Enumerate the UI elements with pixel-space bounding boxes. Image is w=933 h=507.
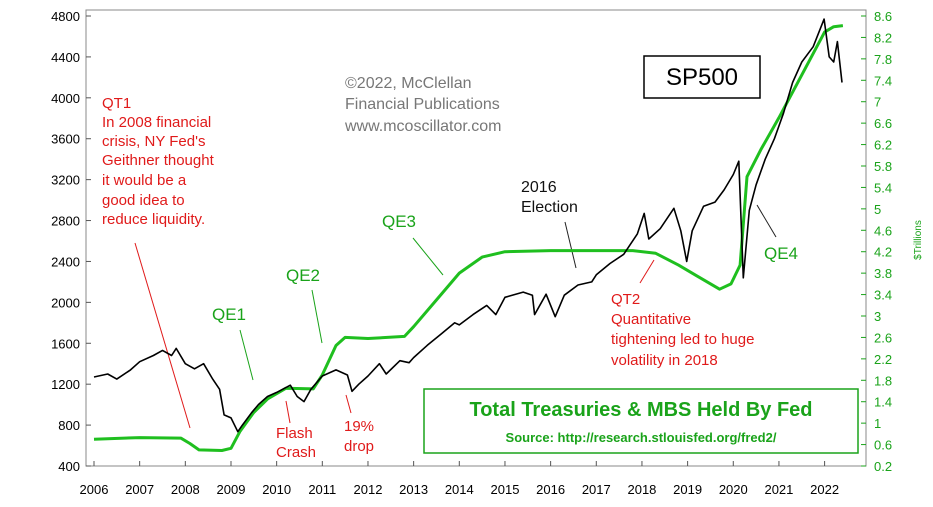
left-tick-label: 4800: [51, 9, 80, 24]
x-tick-label: 2016: [536, 482, 565, 497]
left-tick-label: 2400: [51, 254, 80, 269]
right-tick-label: 3.4: [874, 288, 892, 303]
legend-source: Source: http://research.stlouisfed.org/f…: [506, 430, 777, 445]
election-line-1: 2016: [521, 179, 557, 196]
election-line-2: Election: [521, 199, 578, 216]
annotation-qe1: QE1: [212, 305, 246, 324]
right-tick-label: 5: [874, 202, 881, 217]
qt2-line-3: tightening led to huge: [611, 331, 754, 348]
right-tick-label: 7.4: [874, 73, 892, 88]
right-tick-label: 6.2: [874, 138, 892, 153]
drop-line-1: 19%: [344, 418, 374, 435]
x-tick-label: 2014: [445, 482, 474, 497]
right-tick-label: 0.2: [874, 459, 892, 474]
x-tick-label: 2011: [308, 482, 336, 497]
x-tick-label: 2019: [673, 482, 702, 497]
left-tick-label: 3200: [51, 173, 80, 188]
right-axis: 0.2 0.6 1 1.4 1.8 2.2 2.6 3 3.4 3.8 4.2 4.6 5 5.4 5.8 6…: [861, 9, 892, 474]
x-tick-label: 2022: [810, 482, 839, 497]
qt1-line-3: crisis, NY Fed's: [102, 133, 205, 150]
left-tick-label: 800: [58, 418, 80, 433]
drop-line-2: drop: [344, 438, 374, 455]
left-tick-label: 400: [58, 459, 80, 474]
x-tick-label: 2009: [217, 482, 246, 497]
left-tick-label: 4000: [51, 91, 80, 106]
right-tick-label: 5.8: [874, 159, 892, 174]
left-tick-label: 4400: [51, 50, 80, 65]
right-tick-label: 0.6: [874, 438, 892, 453]
qt1-line-5: it would be a: [102, 172, 187, 189]
annotation-qt1: QT1 In 2008 financial crisis, NY Fed's G…: [102, 95, 215, 429]
right-tick-label: 2.6: [874, 330, 892, 345]
copyright-line-3: www.mcoscillator.com: [344, 118, 501, 135]
left-axis: 400 800 1200 1600 2000 2400 2800 3200 3600 4000 44…: [51, 9, 91, 474]
qt1-line-7: reduce liquidity.: [102, 211, 205, 228]
x-tick-label: 2018: [627, 482, 656, 497]
annotation-qe2: QE2: [286, 266, 320, 285]
x-tick-label: 2013: [399, 482, 428, 497]
legend-title: Total Treasuries & MBS Held By Fed: [469, 399, 812, 421]
right-tick-label: 7: [874, 95, 881, 110]
right-tick-label: 5.4: [874, 180, 892, 195]
right-tick-label: 3: [874, 309, 881, 324]
copyright-line-2: Financial Publications: [345, 96, 500, 113]
annotation-qt2: QT2 Quantitative tightening led to huge …: [611, 259, 754, 369]
left-tick-label: 1600: [51, 336, 80, 351]
right-tick-label: 4.6: [874, 223, 892, 238]
x-tick-label: 2010: [262, 482, 291, 497]
x-tick-label: 2007: [125, 482, 154, 497]
qt2-line-2: Quantitative: [611, 311, 691, 328]
x-tick-label: 2017: [582, 482, 611, 497]
series-line-sp500: [93, 18, 843, 433]
right-axis-label: $Trillions: [913, 220, 924, 260]
copyright: ©2022, McClellan Financial Publications …: [344, 75, 501, 135]
flash-crash-line-1: Flash: [276, 425, 313, 442]
annotation-qe3: QE3: [382, 212, 416, 231]
right-tick-label: 6.6: [874, 116, 892, 131]
right-tick-label: 2.2: [874, 352, 892, 367]
left-tick-label: 2800: [51, 214, 80, 229]
qt1-line-4: Geithner thought: [102, 152, 215, 169]
x-axis: 2006 2007 2008 2009 2010 2011 2012 2013 2014 2015…: [80, 461, 839, 497]
x-tick-label: 2021: [764, 482, 793, 497]
qt2-line-1: QT2: [611, 291, 640, 308]
qt1-line-6: good idea to: [102, 192, 185, 209]
right-tick-label: 1: [874, 416, 881, 431]
annotation-qe4: QE4: [764, 244, 798, 263]
x-tick-label: 2008: [171, 482, 200, 497]
left-tick-label: 1200: [51, 377, 80, 392]
sp500-label: SP500: [666, 64, 738, 91]
left-tick-label: 3600: [51, 132, 80, 147]
right-tick-label: 3.8: [874, 266, 892, 281]
qt2-line-4: volatility in 2018: [611, 352, 718, 369]
right-tick-label: 1.8: [874, 373, 892, 388]
qt1-line-1: QT1: [102, 95, 131, 112]
sp500-label-box: [643, 55, 761, 99]
right-tick-label: 4.2: [874, 245, 892, 260]
qt1-line-2: In 2008 financial: [102, 114, 211, 131]
left-tick-label: 2000: [51, 295, 80, 310]
x-tick-label: 2012: [354, 482, 383, 497]
right-tick-label: 7.8: [874, 52, 892, 67]
right-tick-label: 1.4: [874, 395, 892, 410]
x-tick-label: 2006: [80, 482, 109, 497]
flash-crash-line-2: Crash: [276, 444, 316, 461]
series-line-fed-holdings: [93, 24, 844, 452]
x-tick-label: 2020: [719, 482, 748, 497]
right-tick-label: 8.2: [874, 30, 892, 45]
x-tick-label: 2015: [491, 482, 520, 497]
legend-box: [423, 388, 859, 454]
copyright-line-1: ©2022, McClellan: [345, 75, 472, 92]
right-tick-label: 8.6: [874, 9, 892, 24]
